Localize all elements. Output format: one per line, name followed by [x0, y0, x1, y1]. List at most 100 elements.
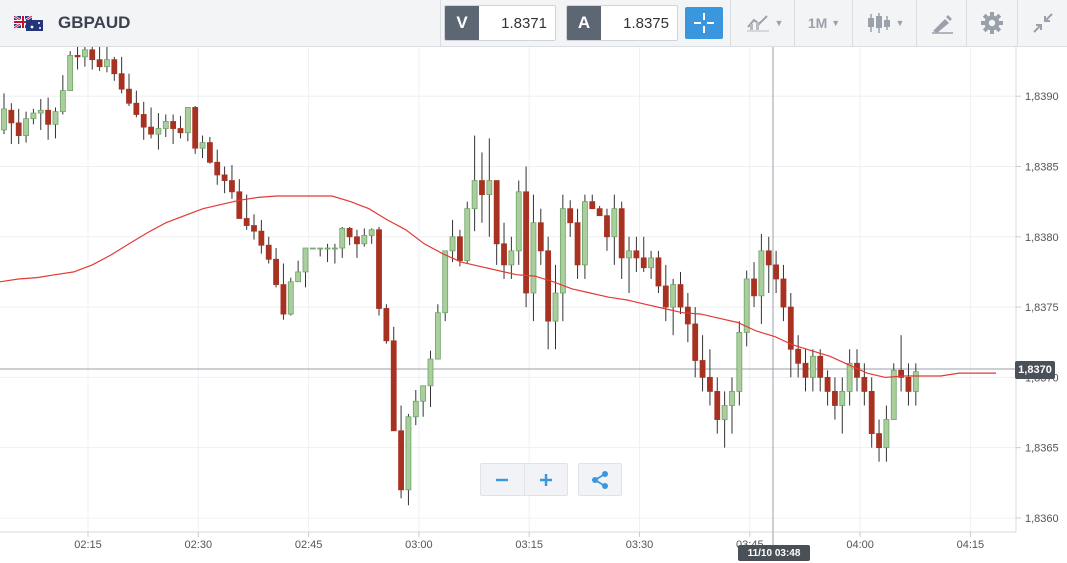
gear-icon — [981, 12, 1003, 34]
candle-up — [508, 250, 515, 266]
candle-down — [898, 369, 905, 378]
candle-down — [236, 191, 243, 219]
drawing-pen-icon — [932, 15, 953, 34]
candle-down — [692, 323, 699, 361]
candle-style-dropdown[interactable]: ▼ — [854, 0, 916, 46]
candle-up — [67, 55, 74, 91]
candle-down — [714, 391, 721, 420]
chart-grid — [0, 47, 1016, 532]
toolbar-divider — [852, 0, 853, 46]
time-tick-label: 03:00 — [405, 539, 433, 551]
candle-up — [412, 400, 419, 418]
candle-up — [809, 355, 816, 378]
candle-down — [699, 360, 706, 378]
candle-up — [361, 234, 368, 245]
candle-up — [30, 112, 37, 120]
candle-down — [773, 264, 779, 280]
candle-up — [1, 108, 7, 131]
candle-down — [618, 208, 625, 259]
candle-up — [729, 391, 735, 406]
zoom-in-button[interactable] — [524, 464, 567, 495]
candle-up — [405, 416, 412, 491]
candle-up — [37, 109, 44, 114]
price-chart[interactable]: 1,8390 1,8385 1,8380 1,8375 1,8370 1,8365 1,83… — [0, 47, 1067, 563]
candle-down — [398, 430, 404, 491]
candle-down — [765, 250, 772, 266]
candle-down — [567, 208, 574, 224]
chart-type-dropdown[interactable]: ▼ — [734, 0, 794, 46]
candle-up — [449, 236, 456, 252]
candle-up — [52, 111, 59, 125]
candle-up — [736, 331, 743, 392]
candle-up — [486, 180, 493, 196]
timeframe-dropdown[interactable]: 1M ▼ — [796, 0, 852, 46]
price-axis: 1,8390 1,8385 1,8380 1,8375 1,8370 1,8365 1,83… — [1016, 91, 1059, 525]
candle-up — [427, 358, 434, 387]
time-tick-label: 04:15 — [957, 539, 985, 551]
settings-button[interactable] — [968, 0, 1016, 46]
candle-down — [376, 229, 382, 309]
minus-icon — [496, 478, 509, 481]
candle-up — [559, 208, 566, 294]
zoom-out-button[interactable] — [481, 464, 524, 495]
toolbar-divider — [440, 0, 441, 46]
price-tick-label: 1,8380 — [1025, 232, 1059, 244]
candle-down — [684, 306, 691, 325]
share-button[interactable] — [578, 463, 622, 496]
candle-down — [876, 433, 882, 449]
crosshair-button[interactable] — [685, 7, 723, 39]
candle-down — [589, 201, 596, 210]
candle-down — [140, 114, 147, 128]
sell-price-button[interactable]: V 1.8371 — [444, 5, 556, 41]
timeframe-label: 1M — [807, 15, 828, 31]
candle-up — [582, 201, 588, 266]
toolbar-divider — [1017, 0, 1018, 46]
price-tick-label: 1,8365 — [1025, 443, 1059, 455]
candle-up — [324, 247, 331, 250]
candle-up — [552, 292, 559, 322]
candle-down — [707, 376, 713, 392]
candle-up — [670, 284, 677, 308]
candle-down — [493, 180, 500, 245]
candles-layer — [1, 47, 919, 506]
candle-down — [170, 121, 177, 129]
candle-down — [596, 208, 603, 217]
collapse-button[interactable] — [1019, 0, 1067, 46]
candle-up — [287, 281, 294, 315]
candle-down — [126, 88, 132, 104]
candle-up — [104, 59, 110, 68]
candle-up — [23, 118, 29, 136]
candle-up — [530, 222, 537, 294]
candle-down — [780, 278, 787, 308]
candle-down — [148, 126, 154, 135]
candle-down — [905, 376, 912, 392]
candle-down — [280, 284, 287, 315]
candle-up — [464, 208, 471, 262]
gb-au-flag-icon — [14, 15, 43, 31]
zoom-controls — [480, 463, 568, 496]
candle-up — [434, 312, 441, 360]
moving-average-line — [0, 195, 996, 379]
candle-down — [795, 348, 802, 364]
candle-down — [824, 376, 831, 392]
candle-up — [199, 142, 206, 149]
candle-down — [229, 180, 235, 193]
candle-down — [677, 284, 684, 308]
candle-down — [479, 180, 485, 196]
candle-down — [604, 215, 610, 238]
candle-up — [81, 49, 88, 58]
candle-down — [545, 250, 552, 322]
time-tick-label: 03:30 — [626, 539, 654, 551]
candle-up — [721, 405, 728, 420]
toolbar-divider — [916, 0, 917, 46]
candle-down — [8, 109, 15, 124]
candle-up — [420, 385, 427, 402]
collapse-icon — [1033, 13, 1053, 33]
candle-down — [118, 73, 125, 90]
candle-down — [111, 59, 118, 75]
buy-price-button[interactable]: A 1.8375 — [566, 5, 678, 41]
drawing-tools-button[interactable] — [918, 0, 966, 46]
time-tick-label: 02:15 — [74, 539, 102, 551]
buy-price: 1.8375 — [623, 14, 669, 32]
symbol-selector[interactable]: GBPAUD — [14, 0, 154, 46]
